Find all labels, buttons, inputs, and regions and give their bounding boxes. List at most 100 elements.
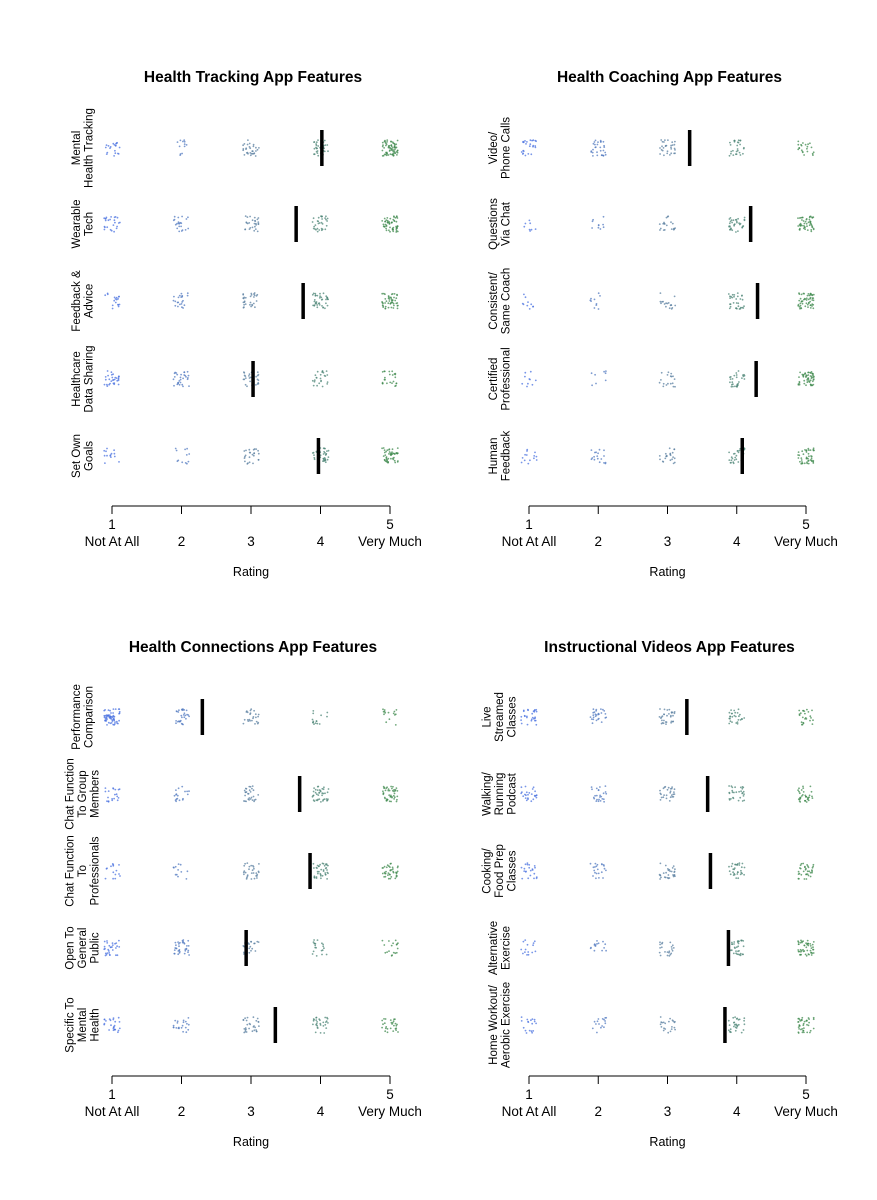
data-point bbox=[597, 308, 600, 310]
data-point bbox=[114, 793, 116, 796]
data-point bbox=[257, 452, 260, 455]
data-point bbox=[187, 951, 189, 954]
data-point bbox=[799, 225, 802, 227]
data-point bbox=[798, 228, 801, 231]
data-point bbox=[526, 723, 529, 726]
data-point bbox=[802, 374, 804, 377]
data-point bbox=[596, 943, 598, 945]
data-point bbox=[386, 449, 389, 452]
data-point bbox=[108, 952, 111, 954]
data-point bbox=[381, 371, 384, 373]
data-point bbox=[325, 298, 327, 301]
data-point bbox=[600, 721, 603, 723]
data-point bbox=[665, 384, 668, 386]
data-point bbox=[594, 139, 597, 142]
data-point bbox=[669, 454, 672, 457]
data-point bbox=[393, 142, 396, 145]
data-point bbox=[315, 1019, 318, 1021]
data-point bbox=[730, 219, 733, 222]
data-point bbox=[662, 385, 665, 388]
data-point bbox=[742, 945, 745, 948]
data-point bbox=[800, 1028, 802, 1031]
data-point bbox=[728, 222, 731, 225]
data-point bbox=[733, 709, 736, 712]
data-point bbox=[524, 948, 527, 951]
data-point bbox=[671, 944, 674, 947]
data-point bbox=[601, 154, 603, 157]
data-point bbox=[315, 150, 318, 153]
data-point bbox=[734, 715, 737, 718]
data-point bbox=[666, 152, 669, 155]
data-point bbox=[595, 382, 597, 385]
data-point bbox=[174, 300, 177, 303]
data-point bbox=[527, 953, 530, 956]
data-point bbox=[384, 302, 386, 304]
data-point bbox=[396, 304, 399, 307]
data-point bbox=[381, 1026, 383, 1029]
data-point bbox=[316, 789, 319, 791]
feature-row: Chat FunctionToProfessionals bbox=[65, 835, 399, 907]
data-point bbox=[249, 712, 252, 715]
data-point bbox=[659, 954, 662, 957]
data-point bbox=[325, 1027, 328, 1029]
data-point bbox=[177, 216, 180, 219]
data-point bbox=[395, 1027, 398, 1030]
data-point bbox=[743, 378, 746, 380]
data-point bbox=[729, 228, 731, 231]
data-point bbox=[600, 458, 603, 460]
data-point bbox=[802, 791, 805, 793]
data-point bbox=[729, 141, 731, 144]
data-point bbox=[594, 871, 596, 874]
data-point bbox=[112, 787, 114, 789]
data-point bbox=[531, 1031, 533, 1034]
data-point bbox=[674, 304, 677, 307]
data-point bbox=[807, 293, 810, 295]
data-point bbox=[738, 864, 741, 866]
data-point bbox=[325, 224, 328, 227]
data-point bbox=[662, 1021, 665, 1024]
feature-row: Specific ToMentalHealth bbox=[65, 997, 399, 1053]
data-point bbox=[182, 1030, 185, 1033]
data-point bbox=[106, 454, 108, 457]
data-point bbox=[595, 1023, 597, 1025]
data-point bbox=[729, 715, 731, 718]
data-point bbox=[313, 876, 316, 879]
data-point bbox=[116, 799, 119, 802]
data-point bbox=[326, 374, 329, 376]
data-point bbox=[594, 451, 596, 454]
data-point bbox=[326, 450, 328, 452]
data-point bbox=[384, 298, 387, 300]
data-point bbox=[521, 382, 524, 385]
data-point bbox=[383, 710, 386, 713]
data-point bbox=[665, 794, 668, 797]
data-point bbox=[598, 448, 601, 451]
data-point bbox=[800, 795, 803, 797]
x-axis-label: Rating bbox=[649, 565, 685, 579]
data-point bbox=[659, 941, 661, 944]
data-point bbox=[803, 292, 805, 295]
data-point bbox=[249, 798, 252, 800]
data-point bbox=[395, 1024, 398, 1027]
data-point bbox=[322, 870, 325, 872]
data-point bbox=[382, 455, 385, 457]
data-point bbox=[177, 943, 180, 945]
data-point bbox=[663, 876, 666, 879]
data-point bbox=[117, 1016, 120, 1019]
data-point bbox=[105, 867, 108, 870]
data-point bbox=[316, 722, 319, 725]
data-point bbox=[797, 943, 800, 946]
data-point bbox=[527, 709, 529, 712]
data-point bbox=[253, 448, 256, 450]
data-point bbox=[525, 143, 527, 145]
data-point bbox=[739, 786, 742, 789]
data-point bbox=[523, 293, 525, 296]
data-point bbox=[255, 872, 258, 874]
data-point bbox=[735, 150, 738, 153]
data-point bbox=[534, 866, 536, 869]
data-point bbox=[663, 708, 666, 711]
data-point bbox=[243, 450, 246, 452]
data-point bbox=[324, 873, 327, 876]
data-point bbox=[175, 873, 178, 876]
data-point bbox=[175, 710, 178, 712]
data-point bbox=[737, 1018, 740, 1021]
